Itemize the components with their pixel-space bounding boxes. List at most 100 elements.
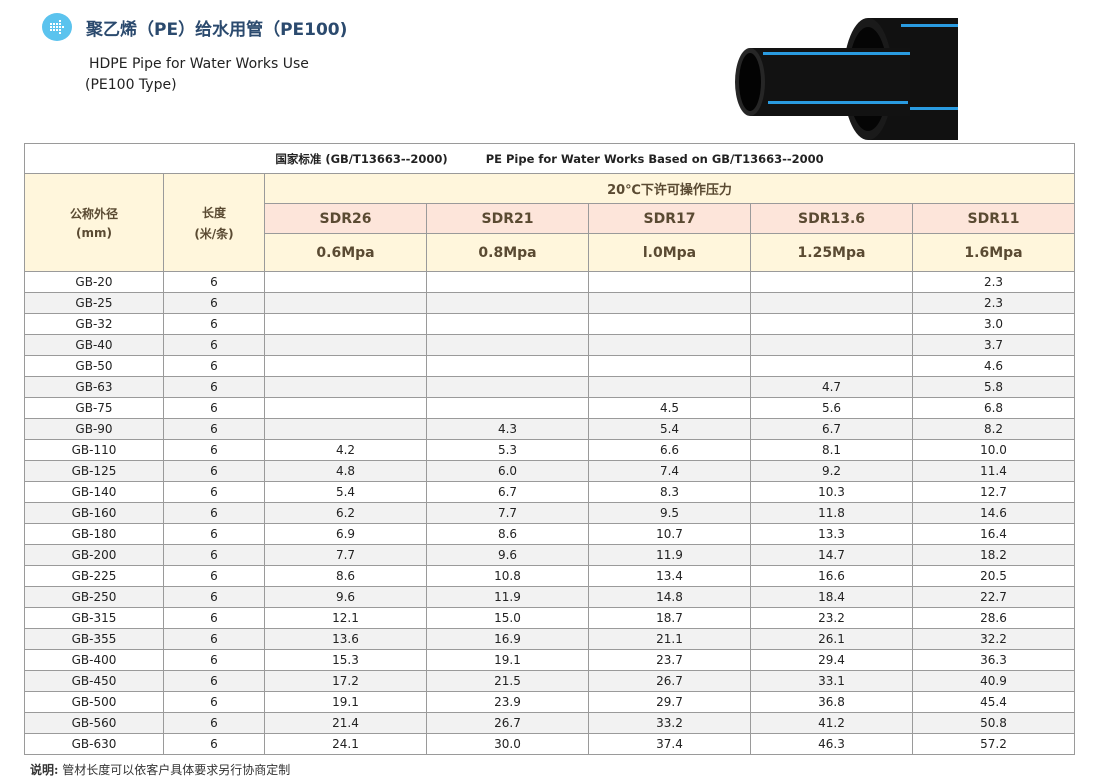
header-sdr: SDR11 [912,203,1075,234]
cell-sdr26: 4.8 [264,460,427,482]
cell-sdr26: 15.3 [264,649,427,671]
cell-sdr17 [588,334,751,356]
cell-diameter: GB-50 [24,355,164,377]
cell-sdr17: 7.4 [588,460,751,482]
table-row: GB-50 6 4.6 [24,355,1075,377]
cell-sdr21: 6.0 [426,460,589,482]
cell-diameter: GB-32 [24,313,164,335]
cell-sdr11: 2.3 [912,292,1075,314]
cell-diameter: GB-630 [24,733,164,755]
cell-sdr13-6: 33.1 [750,670,913,692]
cell-diameter: GB-450 [24,670,164,692]
cell-sdr13-6: 46.3 [750,733,913,755]
pipe-image [735,18,958,140]
cell-sdr11: 3.7 [912,334,1075,356]
header-pressure: 0.6Mpa [264,233,427,272]
standard-en: PE Pipe for Water Works Based on GB/T136… [485,151,824,166]
header-pressure: l.0Mpa [588,233,751,272]
cell-sdr11: 20.5 [912,565,1075,587]
table-row: GB-630 6 24.1 30.0 37.4 46.3 57.2 [24,733,1075,755]
cell-sdr26 [264,334,427,356]
table-row: GB-40 6 3.7 [24,334,1075,356]
cell-sdr13-6: 5.6 [750,397,913,419]
cell-length: 6 [163,523,265,545]
header-sdr-row: SDR26 SDR21 SDR17 SDR13.6 SDR11 [25,203,1075,234]
table-row: GB-32 6 3.0 [24,313,1075,335]
cell-sdr17 [588,376,751,398]
cell-length: 6 [163,586,265,608]
cell-sdr11: 8.2 [912,418,1075,440]
cell-sdr17: 14.8 [588,586,751,608]
cell-sdr13-6 [750,292,913,314]
cell-sdr11: 50.8 [912,712,1075,734]
cell-sdr21: 9.6 [426,544,589,566]
cell-sdr26: 7.7 [264,544,427,566]
cell-sdr17: 10.7 [588,523,751,545]
cell-sdr21: 10.8 [426,565,589,587]
header-sdr: SDR17 [588,203,751,234]
cell-diameter: GB-400 [24,649,164,671]
table-row: GB-63 6 4.7 5.8 [24,376,1075,398]
table-row: GB-180 6 6.9 8.6 10.7 13.3 16.4 [24,523,1075,545]
footnote-label: 说明: [30,763,59,777]
header-pressure-group: 20℃下许可操作压力 [264,173,1075,204]
cell-length: 6 [163,292,265,314]
cell-sdr21 [426,397,589,419]
cell-sdr11: 5.8 [912,376,1075,398]
table-row: GB-20 6 2.3 [24,271,1075,293]
header-diameter: 公称外径 (mm) [24,173,164,272]
footnote-text: 管材长度可以依客户具体要求另行协商定制 [62,763,291,777]
footnote: 说明: 管材长度可以依客户具体要求另行协商定制 [30,761,290,778]
header-mpa-row: 0.6Mpa 0.8Mpa l.0Mpa 1.25Mpa 1.6Mpa [25,233,1075,272]
cell-sdr13-6 [750,271,913,293]
cell-length: 6 [163,565,265,587]
cell-sdr26 [264,271,427,293]
cell-diameter: GB-200 [24,544,164,566]
cell-sdr17: 23.7 [588,649,751,671]
cell-sdr26: 4.2 [264,439,427,461]
cell-sdr13-6: 13.3 [750,523,913,545]
cell-length: 6 [163,712,265,734]
cell-sdr26: 21.4 [264,712,427,734]
logo-icon [42,13,72,41]
subtitle-type: (PE100 Type) [85,77,177,93]
header-length: 长度 (米/条) [163,173,265,272]
cell-sdr13-6: 8.1 [750,439,913,461]
cell-sdr13-6: 6.7 [750,418,913,440]
cell-sdr26 [264,313,427,335]
cell-sdr11: 40.9 [912,670,1075,692]
header-row-1: 公称外径 (mm) 长度 (米/条) 20℃下许可操作压力 [24,173,1075,272]
cell-sdr11: 2.3 [912,271,1075,293]
cell-diameter: GB-20 [24,271,164,293]
cell-sdr26 [264,292,427,314]
header-pressure: 1.25Mpa [750,233,913,272]
cell-sdr13-6: 41.2 [750,712,913,734]
cell-sdr26 [264,376,427,398]
cell-diameter: GB-250 [24,586,164,608]
cell-length: 6 [163,607,265,629]
cell-diameter: GB-110 [24,439,164,461]
cell-sdr26: 24.1 [264,733,427,755]
header-sdr: SDR13.6 [750,203,913,234]
cell-sdr26: 5.4 [264,481,427,503]
cell-length: 6 [163,334,265,356]
cell-length: 6 [163,628,265,650]
cell-sdr11: 57.2 [912,733,1075,755]
cell-sdr13-6: 36.8 [750,691,913,713]
cell-sdr11: 18.2 [912,544,1075,566]
cell-length: 6 [163,460,265,482]
cell-diameter: GB-75 [24,397,164,419]
cell-sdr21: 8.6 [426,523,589,545]
cell-sdr11: 45.4 [912,691,1075,713]
cell-sdr21: 21.5 [426,670,589,692]
subtitle-english: HDPE Pipe for Water Works Use [89,56,309,72]
header-pressure: 0.8Mpa [426,233,589,272]
cell-sdr21: 6.7 [426,481,589,503]
cell-sdr21 [426,334,589,356]
cell-sdr21: 15.0 [426,607,589,629]
header-pressure: 1.6Mpa [912,233,1075,272]
cell-sdr17 [588,292,751,314]
cell-sdr17: 5.4 [588,418,751,440]
cell-sdr17: 9.5 [588,502,751,524]
